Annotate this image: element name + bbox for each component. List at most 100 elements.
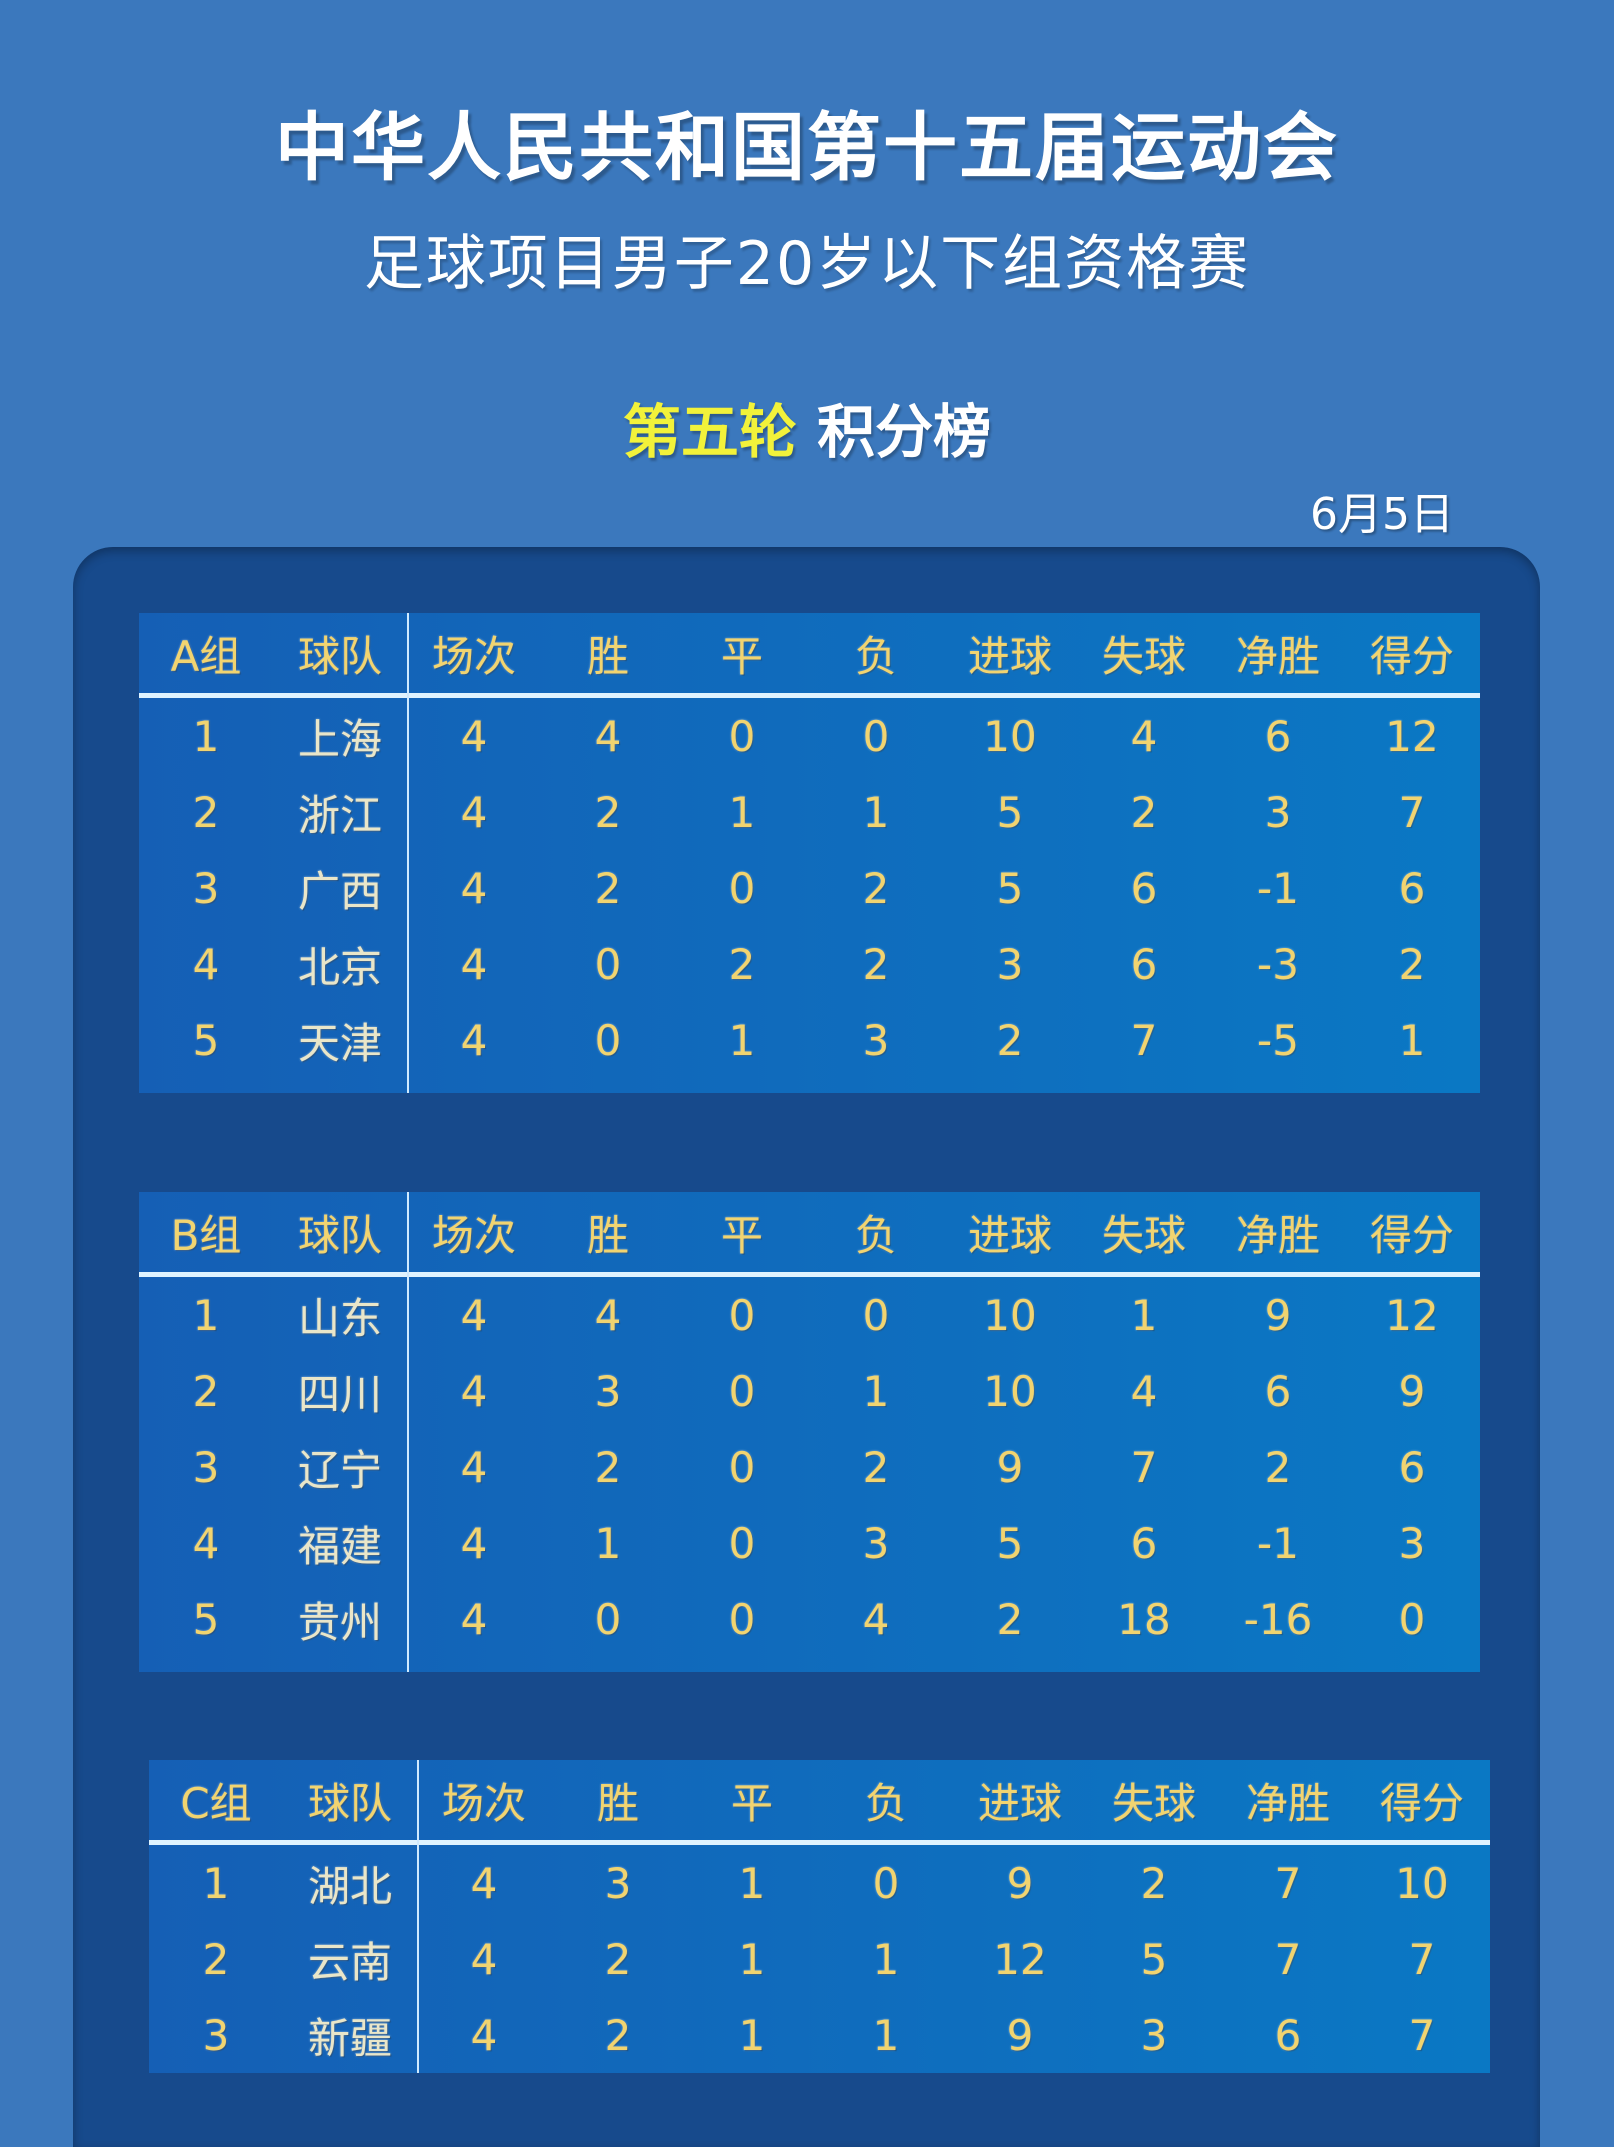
stat-cell: 4 [460, 1290, 488, 1340]
group-name: C组 [180, 1778, 252, 1828]
stat-cell: 1 [728, 787, 756, 837]
stat-cell: 0 [728, 1594, 756, 1644]
rank: 3 [202, 2010, 230, 2060]
stat-cell: 12 [993, 1934, 1047, 1984]
stat-cell: 3 [996, 939, 1024, 989]
group-table: A组 球队 场次胜平负进球 失球 净胜 得分 1 上海 4 4 0 0 10 4 6 12 2 浙江 4 2 1 1 5 2 3… [139, 613, 1480, 1093]
team-name: 湖北 [307, 1861, 392, 1911]
team-name: 贵州 [297, 1597, 382, 1647]
stat-cell: 4 [470, 2010, 498, 2060]
standings-label: 积分榜 [817, 398, 992, 466]
stat-cell: 1 [738, 1934, 766, 1984]
column-header: 球队 [297, 1210, 382, 1260]
stat-cell: 0 [862, 711, 890, 761]
stat-cell: 12 [1385, 1290, 1439, 1340]
column-divider [407, 613, 409, 1093]
column-header: 平 [720, 631, 763, 681]
column-header: 失球 [1101, 1210, 1186, 1260]
table-row: 1 湖北 4 3 1 0 9 2 7 10 [149, 1845, 1490, 1921]
table-header: B组 球队 场次 胜 平 负 进球 失球 净胜 得分 [139, 1192, 1480, 1277]
stat-cell: 3 [1398, 1518, 1426, 1568]
stat-cell: 6 [1264, 1366, 1292, 1416]
stat-cell: 1 [862, 1366, 890, 1416]
column-header: 负 [864, 1778, 907, 1828]
stat-cell: 7 [1130, 1442, 1158, 1492]
rank: 1 [192, 711, 220, 761]
stat-cell: 10 [983, 711, 1037, 761]
stat-cell: 6 [1130, 1518, 1158, 1568]
stat-cell: 5 [996, 863, 1024, 913]
stat-cell: 2 [728, 939, 756, 989]
stat-cell: 0 [728, 711, 756, 761]
column-header: 场次 [431, 631, 516, 681]
column-header: 失球 [1111, 1778, 1196, 1828]
column-header: 平 [720, 1210, 763, 1260]
table-row: 5 天津 4 0 1 3 2 7 -5 1 [139, 1002, 1480, 1078]
date-label: 6月5日 [1310, 489, 1454, 540]
rank: 2 [192, 787, 220, 837]
column-divider [417, 1760, 419, 2073]
column-header: 负 [854, 1210, 897, 1260]
stat-cell: 7 [1130, 1015, 1158, 1065]
column-header: 负 [854, 631, 897, 681]
stat-cell: 2 [594, 863, 622, 913]
table-header: A组 球队 场次 胜 平 负 进球 失球 净胜 得分 [139, 613, 1480, 698]
stat-cell: -1 [1257, 863, 1299, 913]
rank: 2 [202, 1934, 230, 1984]
page-title: 中华人民共和国第十五届运动会 [275, 105, 1339, 191]
stat-cell: 1 [862, 787, 890, 837]
stat-cell: 1 [1130, 1290, 1158, 1340]
stat-cell: 0 [594, 1594, 622, 1644]
stat-cell: 0 [728, 1518, 756, 1568]
round-heading: 第五轮 积分榜 [0, 385, 1614, 469]
stat-cell: 2 [1130, 787, 1158, 837]
column-header: 胜 [596, 1778, 639, 1828]
rank: 1 [192, 1290, 220, 1340]
stat-cell: 4 [460, 1366, 488, 1416]
team-name: 上海 [297, 714, 382, 764]
stat-cell: 3 [1140, 2010, 1168, 2060]
group-table: B组 球队 场次胜平负进球 失球 净胜 得分 1 山东 4 4 0 0 10 1 9 12 2 四川 4 3 0 1 10 4… [139, 1192, 1480, 1672]
stat-cell: 2 [862, 1442, 890, 1492]
stat-cell: 7 [1398, 787, 1426, 837]
stat-cell: -3 [1257, 939, 1299, 989]
stat-cell: 9 [1398, 1366, 1426, 1416]
table-header: C组 球队 场次 胜 平 负 进球 失球 净胜 得分 [149, 1760, 1490, 1845]
table-row: 1 上海 4 4 0 0 10 4 6 12 [139, 698, 1480, 774]
stat-cell: 3 [1264, 787, 1292, 837]
round-number: 第五轮 [622, 398, 797, 466]
table-row: 2 四川 4 3 0 1 10 4 6 9 [139, 1353, 1480, 1429]
column-header: 球队 [307, 1778, 392, 1828]
table-row: 5 贵州 4 0 0 4 2 18 -16 0 [139, 1581, 1480, 1657]
team-name: 福建 [297, 1521, 382, 1571]
stat-cell: 4 [460, 863, 488, 913]
stat-cell: 2 [1398, 939, 1426, 989]
table-row: 3 辽宁 4 2 0 2 9 7 2 6 [139, 1429, 1480, 1505]
rank: 4 [192, 939, 220, 989]
stat-cell: 12 [1385, 711, 1439, 761]
column-header: 场次 [441, 1778, 526, 1828]
stat-cell: 0 [594, 1015, 622, 1065]
stat-cell: 5 [1140, 1934, 1168, 1984]
stat-cell: 1 [738, 1858, 766, 1908]
stat-cell: 0 [862, 1290, 890, 1340]
stat-cell: 4 [460, 1015, 488, 1065]
column-header: 场次 [431, 1210, 516, 1260]
team-name: 云南 [307, 1937, 392, 1987]
column-header: 得分 [1379, 1778, 1464, 1828]
stat-cell: 4 [1130, 1366, 1158, 1416]
stat-cell: 1 [594, 1518, 622, 1568]
stat-cell: 4 [1130, 711, 1158, 761]
stat-cell: 7 [1408, 2010, 1436, 2060]
column-header: 进球 [967, 631, 1052, 681]
group-name: A组 [170, 631, 242, 681]
stat-cell: 10 [983, 1366, 1037, 1416]
team-name: 天津 [297, 1018, 382, 1068]
table-row: 3 广西 4 2 0 2 5 6 -1 6 [139, 850, 1480, 926]
team-name: 四川 [297, 1369, 382, 1419]
column-header: 得分 [1369, 1210, 1454, 1260]
stat-cell: 4 [470, 1934, 498, 1984]
rank: 1 [202, 1858, 230, 1908]
stat-cell: 4 [470, 1858, 498, 1908]
stat-cell: 2 [862, 863, 890, 913]
